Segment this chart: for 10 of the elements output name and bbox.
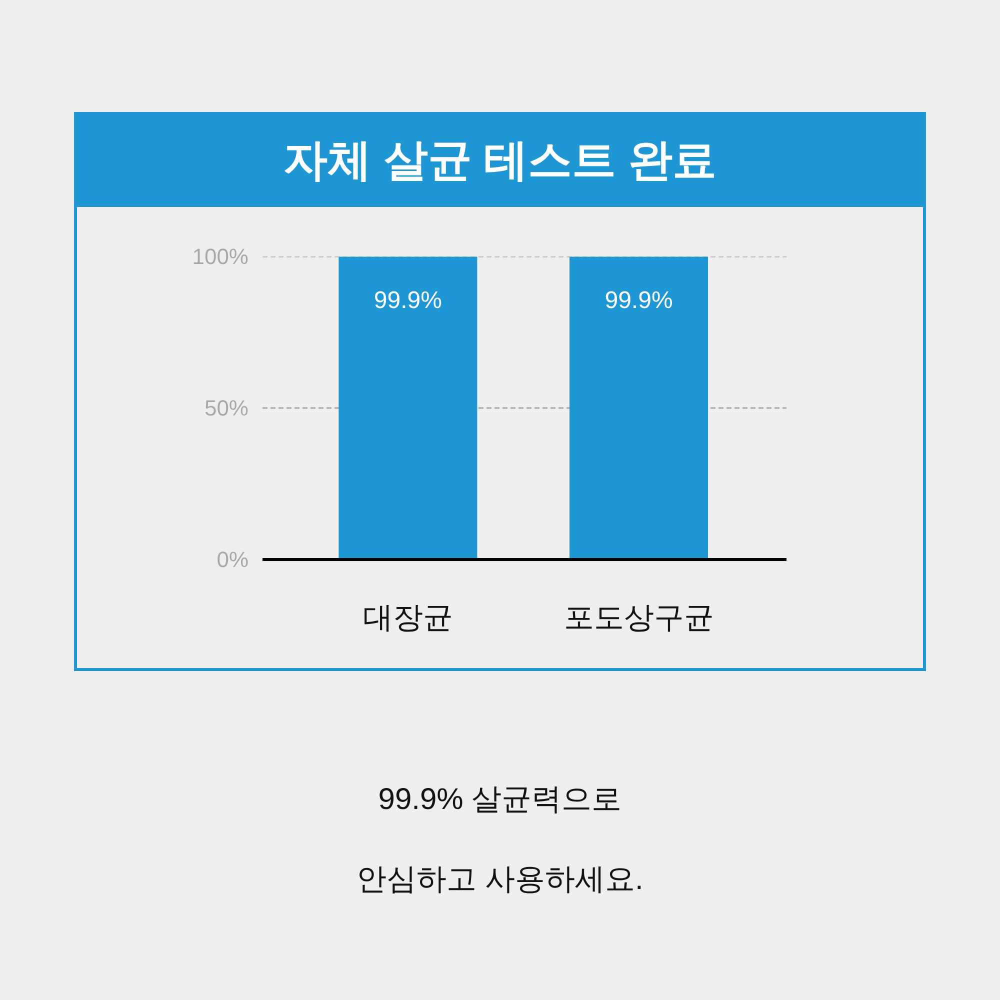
x-tick-label: 대장균	[362, 602, 453, 634]
x-tick-label: 포도상구균	[564, 602, 714, 634]
text: 안심하고 사용하세요.	[356, 862, 644, 898]
text: 99.9% 살균력으로	[377, 782, 623, 818]
data-label: 99.9%	[374, 286, 442, 314]
y-tick-label: 50%	[204, 396, 249, 420]
y-tick-label: 100%	[192, 244, 249, 269]
chart-title: 자체 살균 테스트 완료	[77, 115, 923, 207]
y-tick-label: 0%	[216, 547, 248, 572]
data-label: 99.9%	[604, 286, 673, 314]
